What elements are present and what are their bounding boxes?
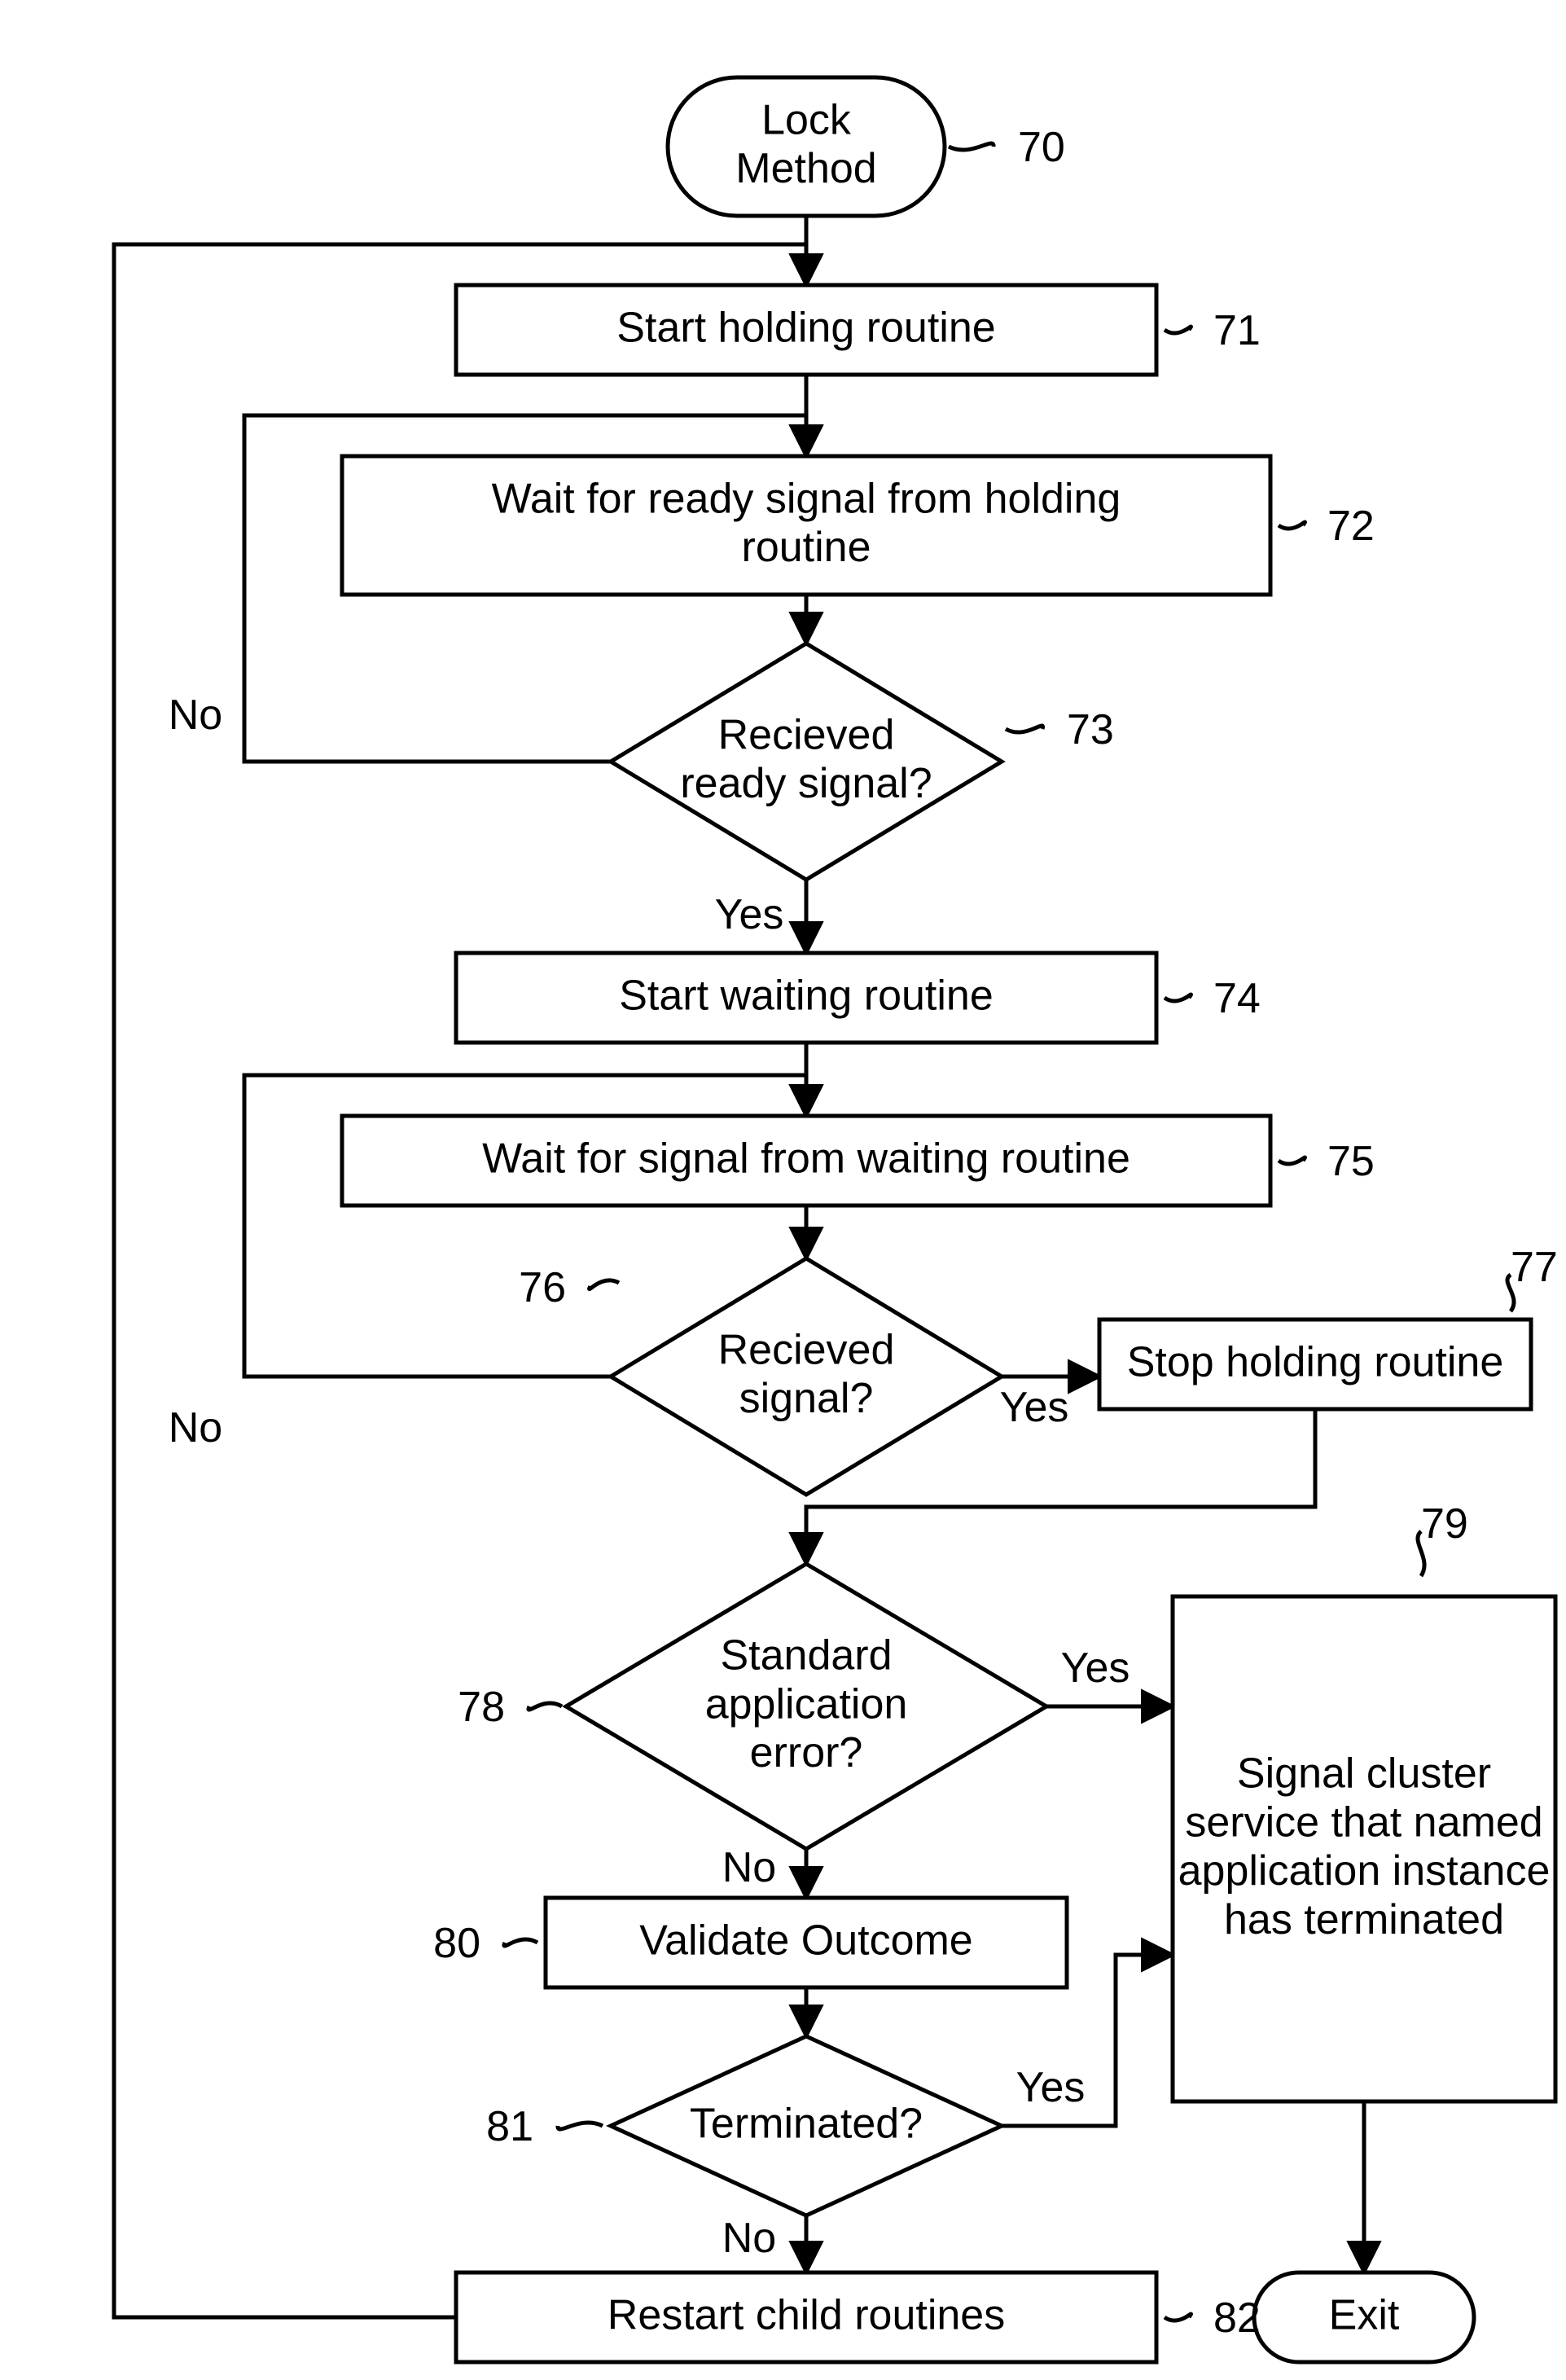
ref-label-l81: 81	[486, 2103, 533, 2150]
node-text-n82: Restart child routines	[608, 2291, 1005, 2338]
ref-label-l72: 72	[1327, 503, 1375, 550]
edge-label-e78_79_yes: Yes	[1061, 1644, 1130, 1692]
ref-label-l80: 80	[433, 1920, 480, 1967]
squiggle-l72	[1279, 522, 1305, 529]
node-text-n81: Terminated?	[690, 2100, 923, 2147]
ref-label-l77: 77	[1511, 1244, 1558, 1291]
node-text-n77: Stop holding routine	[1127, 1338, 1504, 1385]
node-text-n80: Validate Outcome	[639, 1917, 972, 1964]
flowchart: NoYesNoYesYesNoYesNoLockMethodStart hold…	[0, 0, 1566, 2380]
node-text-nExit: Exit	[1329, 2291, 1400, 2338]
edge-label-e76_75_no: No	[169, 1404, 222, 1451]
ref-label-l71: 71	[1213, 307, 1261, 354]
node-text-n73: Recievedready signal?	[680, 711, 932, 807]
squiggle-l73	[1006, 726, 1043, 732]
node-text-n71: Start holding routine	[616, 304, 995, 351]
squiggle-l74	[1165, 995, 1191, 1001]
squiggle-l70	[949, 143, 994, 150]
ref-label-l76: 76	[519, 1264, 566, 1311]
ref-label-l73: 73	[1067, 706, 1114, 753]
ref-label-l79: 79	[1421, 1500, 1468, 1548]
ref-label-l75: 75	[1327, 1138, 1375, 1185]
ref-label-l78: 78	[458, 1684, 505, 1731]
node-text-n76: Recievedsignal?	[718, 1326, 895, 1422]
squiggle-l78	[529, 1703, 562, 1710]
squiggle-l80	[504, 1939, 537, 1946]
edge-label-e81_82_no: No	[722, 2215, 776, 2262]
nodes-layer: LockMethodStart holding routineWait for …	[342, 77, 1555, 2362]
squiggle-l75	[1279, 1157, 1305, 1164]
edge-label-e73_74_yes: Yes	[715, 891, 784, 938]
ref-label-l70: 70	[1018, 124, 1065, 171]
squiggle-l81	[558, 2123, 603, 2129]
edge-label-e76_77_yes: Yes	[1000, 1384, 1069, 1431]
ref-label-l74: 74	[1213, 975, 1261, 1022]
edge-label-e78_80_no: No	[722, 1844, 776, 1891]
edge-label-e73_72_no: No	[169, 692, 222, 739]
ref-label-l82: 82	[1213, 2294, 1261, 2342]
squiggle-l71	[1165, 327, 1191, 333]
squiggle-l76	[590, 1280, 619, 1289]
node-text-n74: Start waiting routine	[619, 972, 994, 1019]
squiggle-l82	[1165, 2314, 1191, 2321]
node-text-n75: Wait for signal from waiting routine	[482, 1135, 1130, 1182]
edge-label-e81_79_yes: Yes	[1016, 2064, 1086, 2111]
